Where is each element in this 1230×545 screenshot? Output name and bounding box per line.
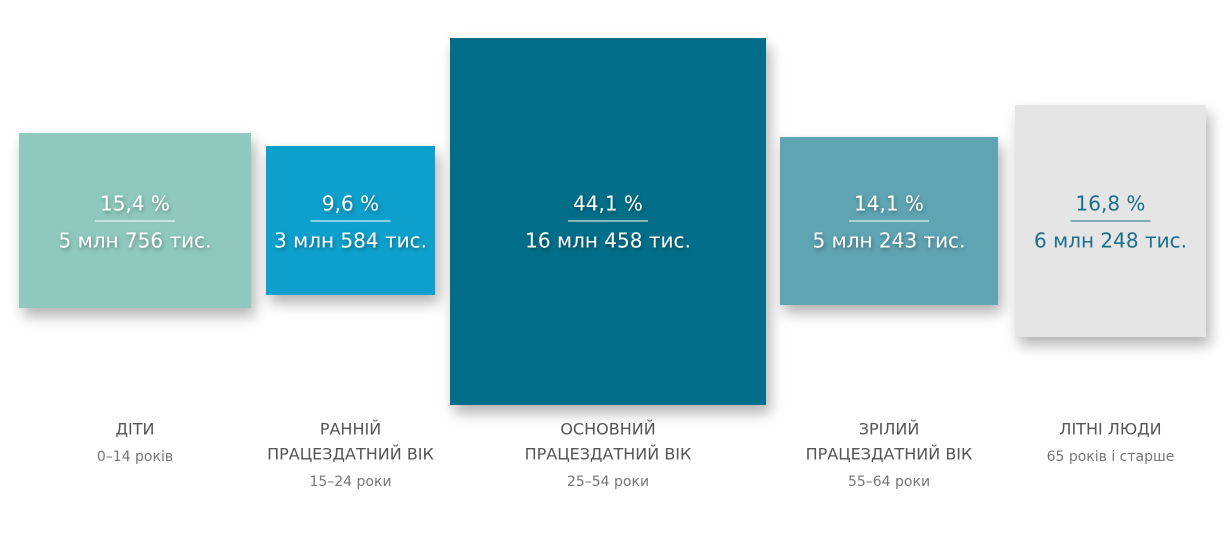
group-label: ЗРІЛИЙ (859, 420, 920, 439)
group-label: ПРАЦЕЗДАТНИЙ ВІК (267, 445, 434, 464)
percent: 9,6 % (322, 192, 379, 216)
group-label: ПРАЦЕЗДАТНИЙ ВІК (525, 445, 692, 464)
group-label: ЛІТНІ ЛЮДИ (1059, 420, 1161, 439)
age-range: 15–24 роки (309, 474, 391, 490)
percent: 16,8 % (1076, 192, 1146, 216)
age-range: 65 років і старше (1047, 449, 1175, 465)
age-range: 55–64 роки (848, 474, 930, 490)
count: 5 млн 243 тис. (813, 229, 966, 253)
age-range: 0–14 років (97, 449, 173, 465)
age-range: 25–54 роки (567, 474, 649, 490)
group-label: ДІТИ (116, 420, 155, 439)
count: 5 млн 756 тис. (59, 229, 212, 253)
percent: 15,4 % (100, 192, 170, 216)
group-label: РАННІЙ (320, 420, 381, 439)
group-label: ОСНОВНИЙ (560, 420, 655, 439)
count: 3 млн 584 тис. (274, 229, 427, 253)
percent: 44,1 % (573, 192, 643, 216)
count: 16 млн 458 тис. (525, 229, 691, 253)
group-label: ПРАЦЕЗДАТНИЙ ВІК (806, 445, 973, 464)
count: 6 млн 248 тис. (1034, 229, 1187, 253)
percent: 14,1 % (854, 192, 924, 216)
